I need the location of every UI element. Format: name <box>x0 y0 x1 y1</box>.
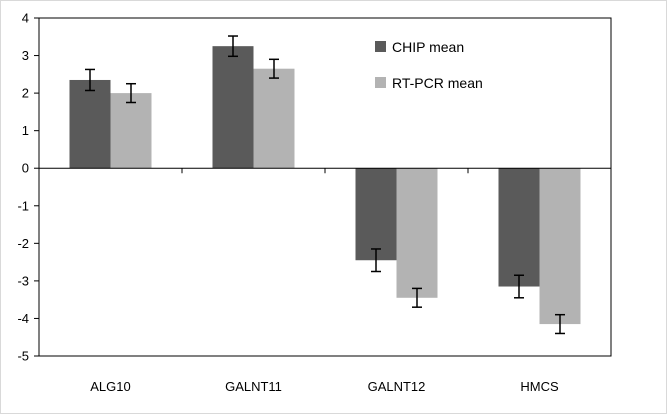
legend-swatch-chip-mean <box>375 41 386 52</box>
bar-galnt11-rt-pcr-mean <box>253 68 295 169</box>
y-tick-label: 1 <box>22 123 29 138</box>
plot-area-border <box>38 17 612 357</box>
legend-swatch-rt-pcr-mean <box>375 77 386 88</box>
error-bar-hmcs-1 <box>555 313 565 335</box>
x-tick-label: GALNT11 <box>225 379 282 394</box>
bar-hmcs-rt-pcr-mean <box>539 168 581 325</box>
bar-galnt11-chip-mean <box>212 46 254 169</box>
error-bars-layer <box>85 35 565 335</box>
legend: CHIP mean RT-PCR mean <box>375 39 483 91</box>
error-bar-galnt11-0 <box>228 35 238 58</box>
axes-layer <box>34 17 612 357</box>
x-tick-label: GALNT12 <box>368 379 426 394</box>
bar-alg10-rt-pcr-mean <box>110 93 152 169</box>
error-bar-galnt12-1 <box>412 287 422 308</box>
y-tick-label: 4 <box>22 11 29 26</box>
legend-label-chip-mean: CHIP mean <box>392 39 464 55</box>
x-tick-label: ALG10 <box>90 379 130 394</box>
y-tick-label: -2 <box>17 236 29 251</box>
error-bar-galnt11-1 <box>269 58 279 79</box>
y-tick-label: -3 <box>17 273 29 288</box>
bars-layer <box>69 46 581 325</box>
y-tick-label: 2 <box>22 86 29 101</box>
legend-label-rt-pcr-mean: RT-PCR mean <box>392 75 483 91</box>
bar-galnt12-rt-pcr-mean <box>396 168 438 298</box>
error-bar-alg10-1 <box>126 82 136 104</box>
y-tick-label: -5 <box>17 349 29 364</box>
y-tick-label: -4 <box>17 311 29 326</box>
bar-galnt12-chip-mean <box>355 168 397 261</box>
bar-hmcs-chip-mean <box>498 168 540 287</box>
error-bar-hmcs-0 <box>514 274 524 299</box>
x-tick-label: HMCS <box>520 379 559 394</box>
y-tick-label: -1 <box>17 198 29 213</box>
error-bar-alg10-0 <box>85 68 95 92</box>
bar-alg10-chip-mean <box>69 79 111 169</box>
labels-layer: ALG10 GALNT11 GALNT12 HMCS 4 3 2 1 0 -1 -2 -3 -4 -5 <box>17 11 559 395</box>
y-tick-label: 0 <box>22 161 29 176</box>
error-bar-galnt12-0 <box>371 248 381 273</box>
y-tick-label: 3 <box>22 48 29 63</box>
